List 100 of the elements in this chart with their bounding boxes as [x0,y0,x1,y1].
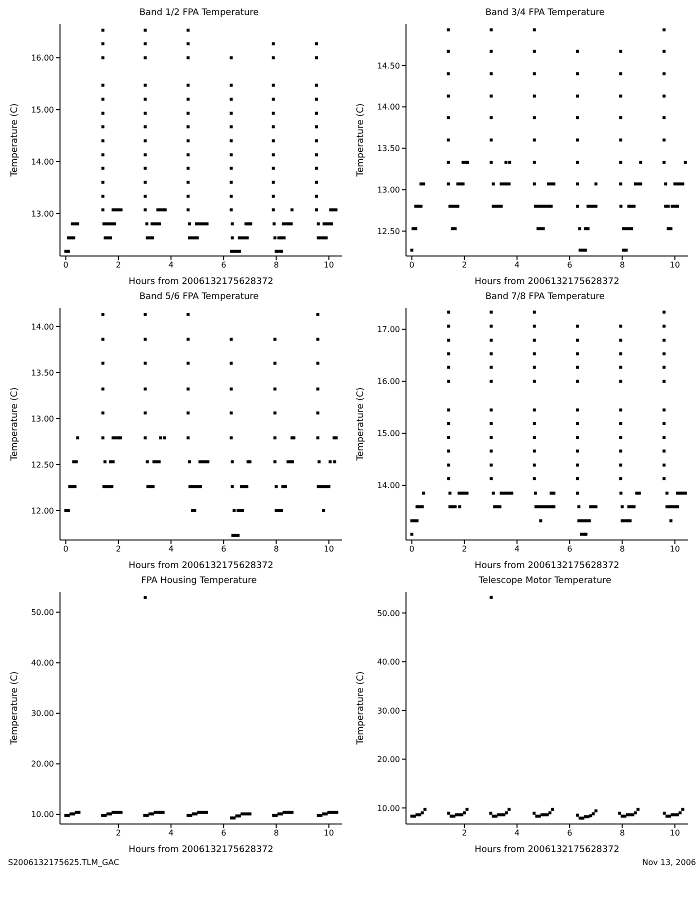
point [492,182,495,186]
point [576,464,580,467]
point [589,204,592,208]
point [422,182,426,186]
point [490,94,493,98]
point [620,505,624,508]
point [662,160,666,164]
point [144,84,147,87]
point [540,505,543,508]
y-axis-title: Temperature (C) [356,671,366,746]
point [619,366,622,369]
point [318,460,321,464]
point [532,380,536,383]
point [550,204,553,208]
point [109,236,112,240]
point [325,222,328,226]
point [77,810,80,814]
x-tick-label: 10 [324,828,334,838]
x-tick-label: 2 [116,828,121,838]
point [447,450,450,453]
point [447,338,450,342]
point [532,324,536,328]
point [589,814,592,818]
point [101,139,104,142]
point [548,811,552,814]
point [532,72,536,76]
point [230,236,234,240]
point [333,460,336,464]
point [282,236,286,240]
x-tick-label: 10 [324,260,334,270]
x-axis-title: Hours from 2006132175628372 [474,845,620,855]
point [504,811,508,814]
point [110,485,114,488]
point [490,422,493,425]
point [230,194,233,198]
point [619,94,622,98]
point [101,194,104,198]
chart-title: Telescope Motor Temperature [478,576,612,588]
point [144,194,147,198]
point [619,204,622,208]
point [316,411,320,414]
point [446,160,450,164]
point [108,485,111,488]
point [236,534,240,537]
point [494,814,498,818]
x-tick-label: 6 [221,828,226,838]
point [66,509,70,512]
point [273,436,276,440]
point [490,477,493,480]
point [101,153,104,156]
point [314,84,318,87]
point [670,813,674,816]
x-tick-label: 4 [514,544,520,554]
point [314,42,318,46]
point [576,204,580,208]
point [532,450,536,453]
point [592,812,595,816]
point [662,450,666,453]
point [66,814,70,817]
point [272,139,275,142]
point [314,153,318,156]
x-tick-label: 2 [116,260,121,270]
point [447,408,450,412]
point [158,436,162,440]
point [314,56,318,60]
point [620,519,624,522]
point [638,492,641,495]
point [143,814,146,817]
point [576,814,580,817]
point [324,812,328,816]
point [446,138,450,142]
y-tick-label: 13.00 [377,186,400,195]
x-axis-title: Hours from 2006132175628372 [474,277,620,287]
point [662,812,666,815]
point [282,810,286,814]
point [532,310,536,314]
point [585,519,588,522]
chart-title: Band 5/6 FPA Temperature [138,292,260,304]
point [101,208,104,212]
point [662,28,666,32]
point [112,810,115,814]
point [448,492,452,495]
point [662,72,666,76]
y-axis-title: Temperature (C) [356,387,366,462]
point [194,812,198,816]
point [103,460,106,464]
point [532,28,536,32]
point [412,814,416,818]
point [676,204,679,208]
point [272,125,275,128]
point [500,813,503,816]
point [273,388,276,391]
point [490,450,493,453]
point [532,138,536,142]
x-tick-label: 6 [567,260,572,270]
point [230,338,233,341]
point [662,366,666,369]
point [447,477,450,480]
point [230,460,234,464]
point [490,380,493,383]
